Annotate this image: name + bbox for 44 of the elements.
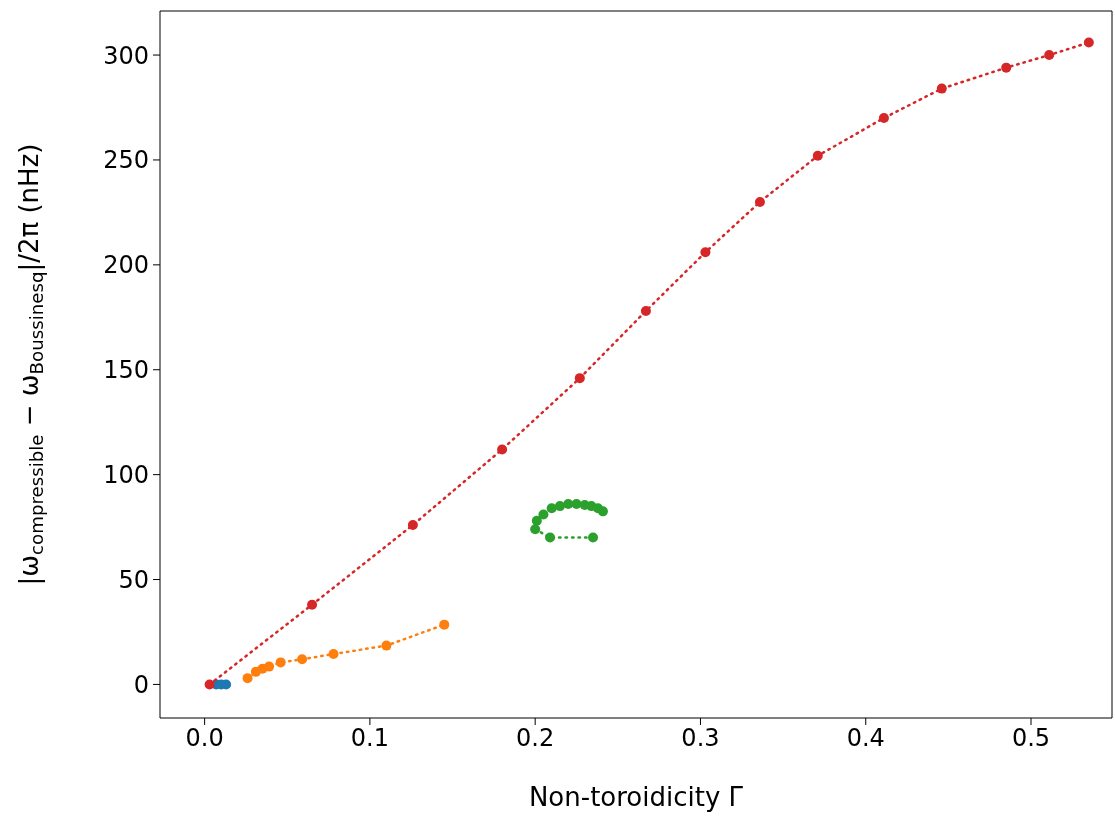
point [700, 247, 711, 258]
point [545, 532, 556, 543]
point [307, 599, 318, 610]
point [597, 506, 608, 517]
x-tick-label: 0.0 [185, 724, 224, 753]
point [497, 444, 508, 455]
y-tick-label: 200 [103, 251, 149, 280]
point [1001, 62, 1012, 73]
point [812, 150, 823, 161]
point [242, 673, 253, 684]
point [407, 519, 418, 530]
point [588, 532, 599, 543]
point [204, 679, 215, 690]
x-tick-label: 0.5 [1011, 724, 1051, 753]
point [328, 649, 339, 660]
y-tick-label: 50 [118, 566, 149, 595]
point [554, 501, 565, 512]
point [936, 83, 947, 94]
point [574, 373, 585, 384]
point [530, 524, 541, 535]
x-tick-label: 0.3 [681, 724, 720, 753]
point [439, 619, 450, 630]
point [538, 509, 549, 520]
point [640, 306, 651, 316]
point [878, 112, 889, 123]
y-tick-label: 100 [103, 461, 149, 490]
y-tick-label: 0 [133, 670, 149, 699]
point [546, 503, 557, 514]
point [297, 654, 308, 665]
x-axis-title: Non-toroidicity Γ [528, 782, 744, 812]
point [531, 515, 542, 526]
point [381, 640, 392, 651]
point [264, 661, 275, 672]
y-tick-label: 300 [103, 41, 149, 70]
x-tick-label: 0.4 [846, 724, 885, 753]
y-tick-label: 150 [103, 356, 149, 385]
y-tick-label: 250 [103, 146, 149, 175]
point [1044, 50, 1055, 61]
point [1083, 37, 1094, 48]
point [754, 196, 765, 207]
point [275, 657, 286, 668]
x-tick-label: 0.1 [350, 724, 389, 753]
point [563, 499, 574, 510]
x-tick-label: 0.2 [516, 724, 555, 753]
